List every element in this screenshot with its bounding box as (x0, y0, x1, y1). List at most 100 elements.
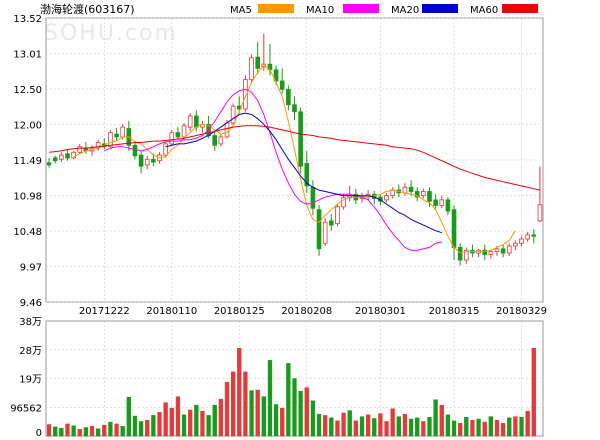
candle-body (500, 248, 506, 254)
volume-bar (273, 404, 279, 437)
volume-bar (464, 416, 469, 437)
candle-body (464, 249, 469, 261)
candle-body (537, 204, 543, 222)
volume-bar (347, 410, 352, 437)
volume-bar (402, 413, 408, 437)
date-tick-label: 20180315 (429, 306, 480, 317)
volume-bar (96, 428, 101, 437)
volume-bar (378, 413, 383, 437)
candle-body (65, 153, 70, 159)
volume-bar (151, 415, 156, 437)
price-tick-label: 9.46 (20, 298, 42, 309)
candle-body (310, 186, 316, 209)
volume-bar (482, 421, 487, 437)
legend-ma20-label: MA20 (391, 5, 419, 16)
candle-body (341, 197, 346, 208)
volume-bar (145, 420, 150, 437)
candle-body (194, 115, 199, 128)
candle-body (95, 142, 101, 149)
volume-bar (218, 398, 224, 437)
volume-tick-label: 96562 (10, 403, 42, 414)
legend-ma5-label: MA5 (230, 5, 252, 16)
volume-bar (169, 407, 174, 437)
candle-body (224, 122, 230, 138)
volume-bar (335, 420, 340, 437)
candle-body (279, 80, 285, 90)
candle-body (59, 154, 64, 160)
date-tick-label: 20180301 (355, 306, 406, 317)
candle-body (433, 199, 438, 206)
volume-bar (292, 378, 297, 437)
volume-bar (500, 423, 506, 437)
volume-bar (194, 404, 199, 437)
volume-bar (519, 416, 524, 437)
candle-body (445, 199, 451, 212)
volume-bar (488, 416, 493, 437)
candle-body (525, 234, 530, 240)
candle-body (169, 132, 175, 145)
volume-bar (243, 371, 248, 437)
volume-bar (65, 423, 70, 437)
volume-bar (372, 418, 377, 437)
legend-ma10-swatch (343, 4, 379, 13)
chart-title: 渤海轮渡(603167) (40, 2, 135, 16)
volume-bar (132, 415, 138, 437)
volume-bar (120, 426, 125, 437)
price-tick-label: 12.00 (13, 121, 42, 132)
candle-body (292, 104, 297, 113)
legend-ma20-swatch (422, 4, 458, 13)
volume-bar (427, 416, 432, 437)
volume-bar (138, 421, 144, 437)
candle-body (457, 247, 463, 261)
candle-body (298, 111, 303, 167)
volume-bar (298, 390, 303, 437)
candle-body (531, 234, 537, 237)
candle-body (513, 242, 518, 247)
candle-body (316, 209, 322, 250)
volume-bar (513, 416, 518, 437)
volume-bar (206, 415, 211, 437)
candle-body (212, 135, 218, 146)
moving-average-line-ma10 (104, 88, 442, 251)
legend-ma10-label: MA10 (306, 5, 334, 16)
candle-body (249, 57, 254, 80)
candle-body (71, 151, 76, 159)
moving-average-line-ma60 (49, 125, 541, 191)
volume-bar (451, 420, 457, 437)
volume-bar (230, 371, 236, 437)
volume-bar (470, 420, 475, 437)
volume-bar (415, 417, 420, 437)
candle-body (46, 162, 52, 166)
volume-bar (53, 426, 58, 437)
candle-body (421, 191, 426, 197)
candle-body (286, 88, 291, 106)
volume-bar (181, 414, 187, 437)
price-tick-label: 9.97 (20, 263, 42, 274)
candle-body (335, 206, 340, 225)
volume-bar (408, 418, 414, 437)
volume-bar (316, 413, 322, 437)
candle-body (138, 154, 144, 167)
volume-tick-label: 0 (36, 428, 42, 439)
candle-body (255, 56, 260, 69)
volume-bar (365, 414, 371, 437)
candle-body (218, 136, 224, 145)
volume-bar (255, 389, 260, 437)
volume-bar (439, 404, 444, 437)
volume-bar (261, 396, 266, 437)
candle-body (451, 209, 457, 248)
volume-bar (157, 412, 162, 437)
date-tick-label: 20171222 (79, 306, 130, 317)
candle-body (52, 157, 58, 162)
volume-bar (396, 416, 401, 437)
candle-body (132, 144, 138, 157)
volume-bar (286, 363, 291, 437)
volume-bar (531, 347, 536, 437)
volume-bar (188, 409, 193, 437)
moving-average-line-ma20 (165, 112, 442, 234)
legend-ma60-label: MA60 (470, 5, 498, 16)
volume-bar (329, 417, 334, 437)
candle-body (108, 132, 113, 148)
volume-bar (267, 360, 273, 437)
volume-bar (77, 429, 82, 437)
